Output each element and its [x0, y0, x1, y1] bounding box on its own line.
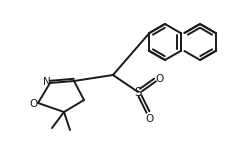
Text: O: O: [156, 74, 164, 84]
Text: N: N: [43, 77, 51, 87]
Text: S: S: [134, 86, 142, 98]
Text: O: O: [30, 99, 38, 109]
Text: O: O: [145, 114, 153, 124]
